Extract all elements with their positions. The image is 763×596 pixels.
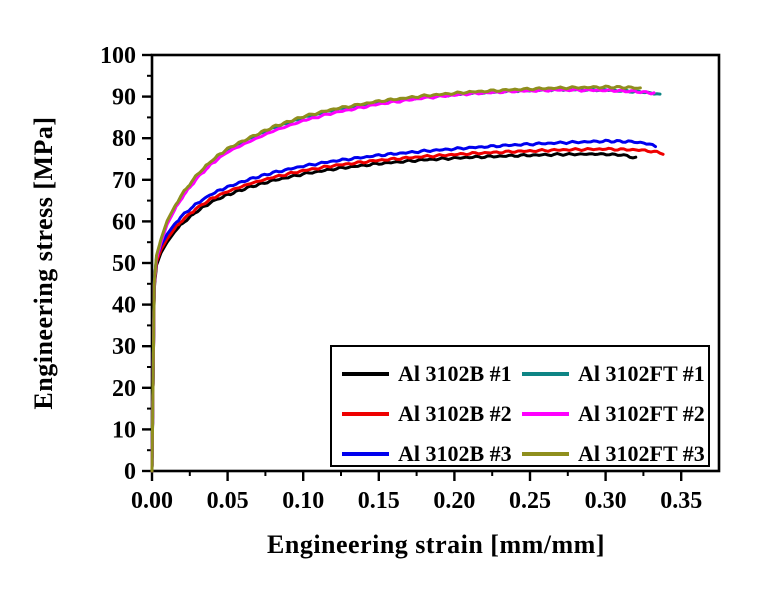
y-tick-label: 0 [124, 459, 136, 485]
legend-label: Al 3102FT #3 [578, 441, 705, 466]
y-tick-label: 40 [112, 293, 136, 319]
x-tick-label: 0.30 [585, 488, 627, 514]
legend-label: Al 3102FT #1 [578, 361, 705, 386]
legend-label: Al 3102B #1 [398, 361, 512, 386]
legend-label: Al 3102FT #2 [578, 401, 705, 426]
y-tick-label: 10 [112, 417, 136, 443]
y-tick-label: 70 [112, 168, 136, 194]
legend-label: Al 3102B #2 [398, 401, 512, 426]
x-tick-label: 0.20 [433, 488, 475, 514]
legend-swatch [342, 452, 389, 456]
y-tick-label: 80 [112, 126, 136, 152]
x-axis-title: Engineering strain [mm/mm] [267, 530, 605, 559]
legend-item: Al 3102B #2 [342, 401, 512, 427]
legend-swatch [522, 372, 569, 376]
x-tick-label: 0.35 [660, 488, 702, 514]
legend-swatch [522, 412, 569, 416]
legend-swatch [342, 412, 389, 416]
legend-swatch [342, 372, 389, 376]
legend-label: Al 3102B #3 [398, 441, 512, 466]
y-tick-label: 60 [112, 209, 136, 235]
y-axis-title: Engineering stress [MPa] [29, 116, 58, 410]
y-tick-label: 20 [112, 376, 136, 402]
legend-swatch [522, 452, 569, 456]
x-tick-label: 0.25 [509, 488, 551, 514]
series-line-al-3102ft-3 [150, 84, 642, 473]
y-tick-label: 100 [100, 43, 136, 69]
legend-item: Al 3102FT #2 [522, 401, 705, 427]
legend-item: Al 3102FT #3 [522, 441, 705, 467]
x-tick-label: 0.05 [207, 488, 249, 514]
legend: Al 3102B #1 Al 3102B #2 Al 3102B #3 Al 3102… [330, 345, 710, 467]
legend-item: Al 3102B #1 [342, 361, 512, 387]
y-tick-label: 50 [112, 251, 136, 277]
y-tick-label: 90 [112, 85, 136, 111]
x-tick-label: 0.15 [358, 488, 400, 514]
y-tick-label: 30 [112, 334, 136, 360]
legend-item: Al 3102FT #1 [522, 361, 705, 387]
x-tick-label: 0.10 [282, 488, 324, 514]
legend-item: Al 3102B #3 [342, 441, 512, 467]
x-tick-label: 0.00 [131, 488, 173, 514]
